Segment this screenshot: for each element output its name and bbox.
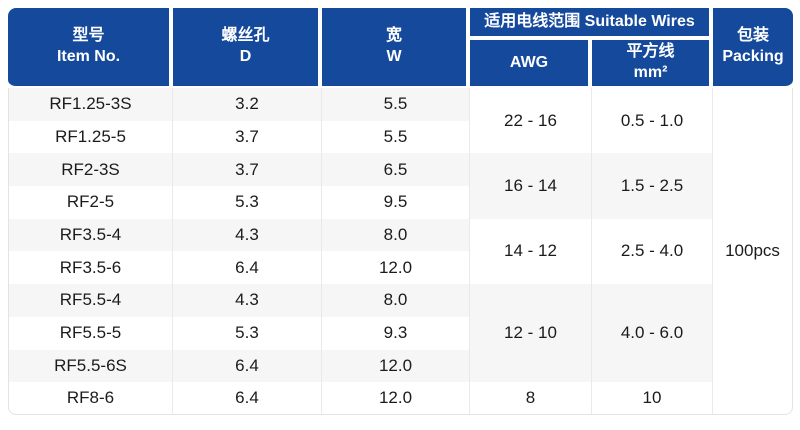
- screw-hole-d-cell: 3.2: [173, 88, 322, 121]
- col-header-width-en: W: [386, 48, 402, 65]
- table-row: RF2-3S 3.7 6.5 16 - 14 1.5 - 2.5: [8, 153, 793, 219]
- screw-hole-d-cell: 5.3: [173, 186, 322, 219]
- width-w-cell: 5.5: [322, 120, 470, 154]
- item-cell: RF5.5-6S: [8, 349, 173, 383]
- width-w-cell: 8.0: [322, 218, 470, 252]
- screw-hole-d-cell: 6.4: [173, 382, 322, 415]
- table-row: RF5.5-5 5.3 9.3: [8, 316, 793, 350]
- item-cell: RF5.5-5: [8, 316, 173, 350]
- table-row: RF8-6 6.4 12.0 8 10: [8, 382, 793, 415]
- col-header-width: 宽 W: [322, 8, 470, 88]
- width-w-cell: 5.5: [322, 88, 470, 121]
- spec-table-container: 型号 Item No. 螺丝孔 D 宽 W 适用电线范围 Suitable Wi…: [8, 8, 793, 415]
- col-header-width-zh: 宽: [385, 27, 402, 45]
- mm2-range-cell: 1.5 - 2.5: [592, 153, 713, 219]
- col-header-item: 型号 Item No.: [8, 8, 173, 88]
- awg-range-cell: 14 - 12: [470, 218, 592, 285]
- col-header-screw-hole-zh: 螺丝孔: [221, 27, 270, 45]
- item-cell: RF3.5-6: [8, 251, 173, 285]
- item-cell: RF3.5-4: [8, 218, 173, 252]
- item-cell: RF5.5-4: [8, 284, 173, 317]
- width-w-cell: 9.3: [322, 316, 470, 350]
- col-header-item-zh: 型号: [72, 27, 105, 45]
- col-header-suitable-wires-group: 适用电线范围 Suitable Wires: [470, 8, 713, 40]
- width-w-cell: 12.0: [322, 251, 470, 285]
- mm2-range-cell: 2.5 - 4.0: [592, 218, 713, 285]
- table-header: 型号 Item No. 螺丝孔 D 宽 W 适用电线范围 Suitable Wi…: [8, 8, 793, 88]
- col-header-screw-hole-en: D: [239, 48, 252, 65]
- screw-hole-d-cell: 4.3: [173, 218, 322, 252]
- item-cell: RF1.25-3S: [8, 88, 173, 121]
- table-row: RF5.5-4 4.3 8.0 12 - 10 4.0 - 6.0: [8, 284, 793, 383]
- table-row: RF2-5 5.3 9.5: [8, 186, 793, 219]
- item-cell: RF1.25-5: [8, 120, 173, 154]
- awg-range-cell: 12 - 10: [470, 284, 592, 383]
- col-header-packing-zh: 包装: [736, 27, 769, 45]
- screw-hole-d-cell: 6.4: [173, 349, 322, 383]
- table-row: RF3.5-6 6.4 12.0: [8, 251, 793, 285]
- width-w-cell: 12.0: [322, 349, 470, 383]
- screw-hole-d-cell: 3.7: [173, 153, 322, 187]
- table-row: RF3.5-4 4.3 8.0 14 - 12 2.5 - 4.0: [8, 218, 793, 285]
- width-w-cell: 8.0: [322, 284, 470, 317]
- packing-cell: 100pcs: [713, 88, 793, 415]
- width-w-cell: 12.0: [322, 382, 470, 415]
- screw-hole-d-cell: 5.3: [173, 316, 322, 350]
- col-header-mm2-en: mm²: [633, 64, 668, 81]
- header-row-top: 型号 Item No. 螺丝孔 D 宽 W 适用电线范围 Suitable Wi…: [8, 8, 793, 88]
- mm2-range-cell: 10: [592, 382, 713, 415]
- width-w-cell: 9.5: [322, 186, 470, 219]
- item-cell: RF2-5: [8, 186, 173, 219]
- col-header-awg: AWG: [470, 40, 592, 88]
- col-header-item-en: Item No.: [56, 48, 121, 65]
- spec-table: 型号 Item No. 螺丝孔 D 宽 W 适用电线范围 Suitable Wi…: [8, 8, 793, 415]
- table-body: RF1.25-3S 3.2 5.5 22 - 16 0.5 - 1.0 100p…: [8, 88, 793, 415]
- col-header-packing: 包装 Packing: [713, 8, 793, 88]
- col-header-mm2-zh: 平方线: [626, 43, 675, 61]
- width-w-cell: 6.5: [322, 153, 470, 187]
- awg-range-cell: 22 - 16: [470, 88, 592, 154]
- item-cell: RF2-3S: [8, 153, 173, 187]
- col-header-screw-hole: 螺丝孔 D: [173, 8, 322, 88]
- screw-hole-d-cell: 4.3: [173, 284, 322, 317]
- awg-range-cell: 8: [470, 382, 592, 415]
- mm2-range-cell: 4.0 - 6.0: [592, 284, 713, 383]
- awg-range-cell: 16 - 14: [470, 153, 592, 219]
- header-row-sub: AWG 平方线 mm²: [8, 40, 793, 88]
- table-row: RF1.25-3S 3.2 5.5 22 - 16 0.5 - 1.0 100p…: [8, 88, 793, 415]
- table-row: RF5.5-6S 6.4 12.0: [8, 349, 793, 383]
- col-header-packing-en: Packing: [722, 48, 784, 65]
- mm2-range-cell: 0.5 - 1.0: [592, 88, 713, 154]
- table-row: RF1.25-5 3.7 5.5: [8, 120, 793, 154]
- screw-hole-d-cell: 6.4: [173, 251, 322, 285]
- screw-hole-d-cell: 3.7: [173, 120, 322, 154]
- item-cell: RF8-6: [8, 382, 173, 415]
- col-header-mm2: 平方线 mm²: [592, 40, 713, 88]
